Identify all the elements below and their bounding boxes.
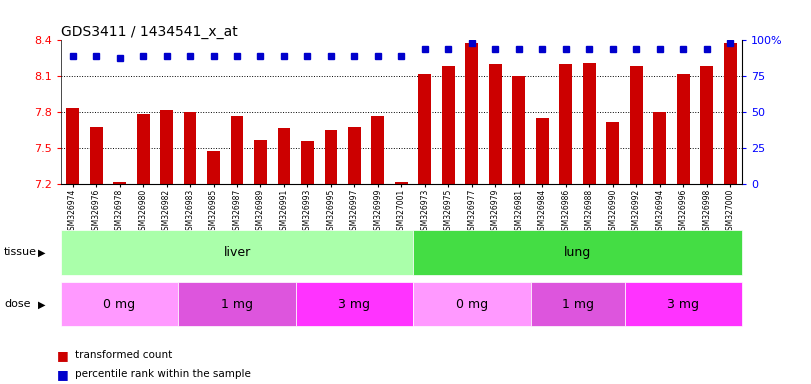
Text: percentile rank within the sample: percentile rank within the sample [75, 369, 251, 379]
Bar [395, 182, 408, 184]
Bar [324, 130, 337, 184]
Text: ▶: ▶ [38, 299, 46, 310]
Text: 3 mg: 3 mg [338, 298, 371, 311]
Bar [701, 66, 714, 184]
Bar [513, 76, 526, 184]
Text: ■: ■ [57, 349, 68, 362]
Bar [724, 43, 736, 184]
Bar [207, 151, 220, 184]
Text: GDS3411 / 1434541_x_at: GDS3411 / 1434541_x_at [61, 25, 238, 39]
Bar [89, 127, 102, 184]
Bar [654, 113, 667, 184]
Bar [348, 127, 361, 184]
Text: ▶: ▶ [38, 247, 46, 258]
Bar [254, 140, 267, 184]
Bar [301, 141, 314, 184]
Bar [489, 65, 502, 184]
Text: liver: liver [223, 246, 251, 259]
Bar [536, 118, 549, 184]
Bar [677, 74, 690, 184]
Text: 1 mg: 1 mg [562, 298, 594, 311]
Bar [466, 43, 478, 184]
Bar [583, 63, 596, 184]
Bar [371, 116, 384, 184]
Text: lung: lung [564, 246, 591, 259]
Bar [160, 110, 173, 184]
Text: 0 mg: 0 mg [104, 298, 135, 311]
Bar [136, 114, 149, 184]
Bar [560, 65, 573, 184]
Bar [183, 113, 196, 184]
Bar [607, 122, 620, 184]
Text: tissue: tissue [4, 247, 37, 258]
Bar [67, 108, 79, 184]
Bar [230, 116, 243, 184]
Text: dose: dose [4, 299, 31, 310]
Text: 1 mg: 1 mg [221, 298, 253, 311]
Bar [418, 74, 431, 184]
Bar [442, 66, 455, 184]
Bar [113, 182, 126, 184]
Text: 0 mg: 0 mg [456, 298, 488, 311]
Bar [630, 66, 643, 184]
Bar [277, 128, 290, 184]
Text: 3 mg: 3 mg [667, 298, 699, 311]
Text: transformed count: transformed count [75, 350, 172, 360]
Text: ■: ■ [57, 368, 68, 381]
